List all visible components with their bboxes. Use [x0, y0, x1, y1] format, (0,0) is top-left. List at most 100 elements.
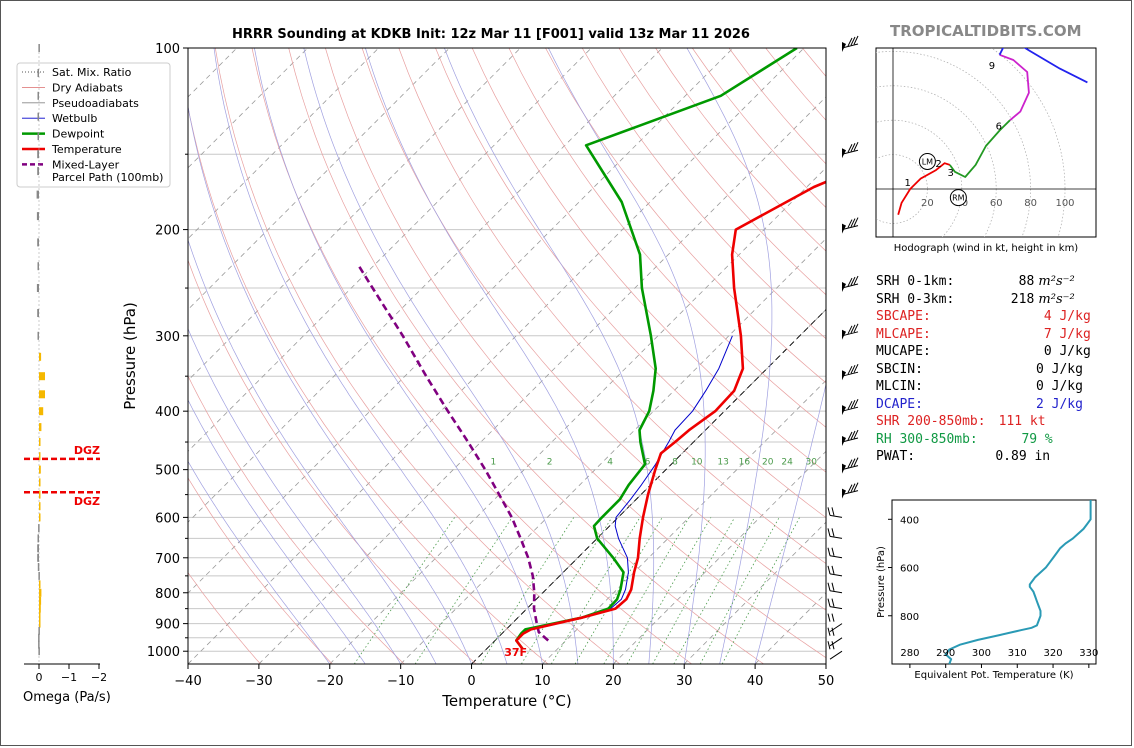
omega-bar: [38, 640, 40, 649]
wind-barb-feather: [853, 457, 859, 467]
wind-barb-feather: [853, 142, 859, 151]
wind-barb-feather: [850, 430, 856, 440]
isotherm-line: [188, 48, 734, 594]
omega-bar: [38, 44, 40, 52]
wind-barb-feather: [850, 143, 856, 152]
wind-barb-feather: [827, 641, 831, 650]
wind-barb: [841, 142, 859, 159]
index-value: 7 J/kg: [1043, 326, 1091, 342]
wind-barb-feather: [847, 484, 853, 493]
dgz-label: DGZ: [74, 444, 100, 457]
x-tick-label: 10: [534, 674, 551, 689]
wind-barb-feather: [831, 598, 835, 607]
index-value: 111 kt: [998, 414, 1046, 429]
wind-barb-feather: [853, 217, 859, 227]
index-label: SRH 0-1km:: [876, 274, 955, 289]
wind-barb-feather: [827, 613, 831, 622]
index-row: SRH 0-3km: 218 m²s⁻²: [876, 292, 1091, 310]
y-tick-label: 100: [155, 42, 180, 57]
wind-barb-shaft: [829, 535, 843, 539]
index-value: 0 J/kg: [1036, 379, 1083, 394]
y-tick-label: 400: [155, 405, 180, 420]
dry-adiabat: [361, 48, 826, 611]
dgz-label: DGZ: [74, 495, 100, 508]
hodo-trace: [897, 162, 951, 216]
y-axis-label: Pressure (hPa): [121, 302, 139, 410]
legend-label: Mixed-Layer: [52, 158, 120, 171]
dry-adiabat: [188, 375, 405, 664]
skewt-axes: [187, 47, 827, 665]
skewt-background: 1 2 4 6 8 10 13 16 20 24 30 36: [188, 48, 826, 664]
wind-barb: [827, 547, 843, 559]
wind-barb-flag: [842, 42, 846, 52]
mixing-ratio-line: [626, 517, 712, 664]
wind-barb: [841, 275, 859, 293]
hodo-ring-label: 100: [1055, 198, 1074, 209]
wind-barb-flag: [842, 329, 846, 340]
hodograph-box: [875, 47, 1097, 238]
legend-label: Dry Adiabats: [52, 81, 123, 94]
dry-adiabat: [508, 48, 826, 428]
wind-barb-feather: [831, 528, 835, 537]
hodo-height-label: 1: [904, 178, 910, 189]
wind-barb: [827, 582, 843, 594]
dry-adiabat: [398, 48, 826, 565]
dry-adiabat: [581, 48, 826, 340]
wind-barb: [827, 627, 843, 647]
omega-bar: [39, 513, 41, 522]
omega-bar: [38, 571, 40, 580]
isotherm-line: [188, 48, 521, 382]
moist-adiabat: [188, 327, 401, 664]
omega-bar: [37, 331, 39, 340]
thetae-x-tick-label: 280: [900, 648, 919, 659]
x-tick-label: 0: [467, 674, 475, 689]
omega-bar: [37, 150, 39, 159]
omega-bar: [36, 284, 39, 292]
legend-label: Parcel Path (100mb): [52, 171, 163, 184]
wind-barb-feather: [847, 37, 853, 47]
wind-barb: [841, 363, 859, 381]
dry-adiabat: [471, 48, 826, 473]
index-row: SRH 0-1km: 88 m²s⁻²: [876, 274, 1091, 292]
wind-barb-flag: [842, 370, 846, 381]
parcel-path-line: [357, 265, 550, 642]
index-value: 88: [1018, 274, 1035, 289]
legend-label: Pseudoadiabats: [52, 97, 139, 110]
isotherm-line: [258, 96, 826, 664]
omega-bar: [39, 452, 41, 461]
omega-bar: [38, 524, 40, 533]
wind-barb-feather: [831, 641, 835, 650]
moist-adiabat: [188, 399, 366, 664]
wind-barb-feather: [827, 565, 831, 574]
index-value: 0.89 in: [995, 449, 1051, 464]
mixing-ratio-line: [699, 517, 780, 664]
omega-bar: [39, 407, 44, 416]
mixing-ratio-label: 2: [547, 457, 553, 467]
wind-barb-feather: [850, 218, 856, 228]
wind-barb-feather: [853, 35, 859, 45]
moist-adiabat: [188, 104, 472, 664]
omega-bar: [37, 69, 39, 77]
wind-barb-feather: [847, 219, 853, 228]
wind-barb-shaft: [841, 490, 859, 496]
moist-adiabat: [303, 48, 579, 664]
isotherm-line: [542, 379, 826, 664]
index-label: SRH 0-3km:: [876, 291, 955, 307]
index-value: 4 J/kg: [1043, 309, 1091, 324]
mixing-ratio-label: 6: [645, 457, 651, 467]
omega-bar: [39, 502, 41, 511]
index-label: SBCIN:: [876, 361, 923, 377]
index-row: MLCAPE: 7 J/kg: [876, 327, 1091, 345]
isotherm-line: [329, 167, 826, 664]
wind-barb-feather: [831, 547, 835, 556]
index-label: SHR 200-850mb:: [876, 414, 986, 429]
omega-bar: [37, 132, 39, 141]
omega-bar: [39, 438, 41, 446]
thetae-box: [891, 499, 1097, 665]
hodo-height-label: 9: [989, 61, 995, 72]
index-unit: m²s⁻²: [1034, 291, 1075, 307]
thetae-x-label: Equivalent Pot. Temperature (K): [914, 670, 1073, 681]
index-row: MUCAPE: 0 J/kg: [876, 344, 1091, 362]
y-tick-label: 1000: [147, 645, 180, 660]
y-tick-label: 900: [155, 618, 180, 633]
